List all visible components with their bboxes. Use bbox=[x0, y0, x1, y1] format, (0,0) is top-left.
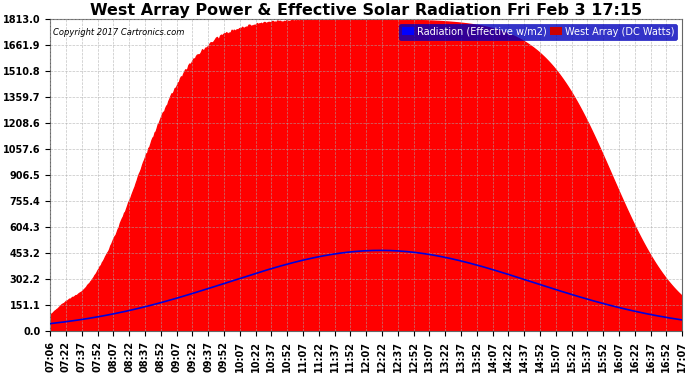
Title: West Array Power & Effective Solar Radiation Fri Feb 3 17:15: West Array Power & Effective Solar Radia… bbox=[90, 3, 642, 18]
Text: Copyright 2017 Cartronics.com: Copyright 2017 Cartronics.com bbox=[53, 28, 185, 38]
Legend: Radiation (Effective w/m2), West Array (DC Watts): Radiation (Effective w/m2), West Array (… bbox=[400, 24, 678, 40]
